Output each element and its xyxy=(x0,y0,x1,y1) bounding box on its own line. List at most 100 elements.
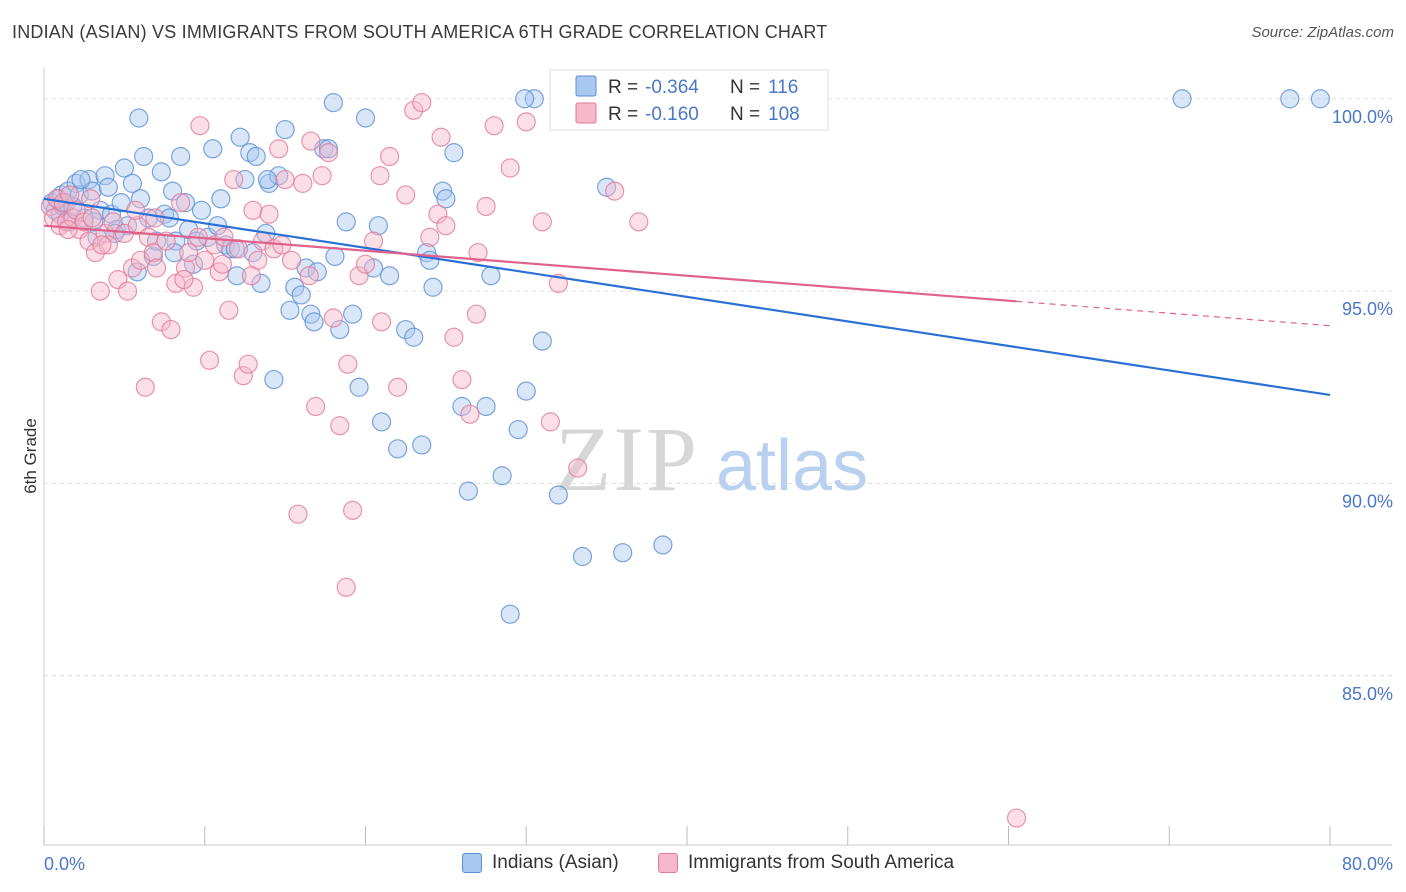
data-point xyxy=(219,300,239,320)
data-point xyxy=(323,308,343,328)
legend-label-indians: Indians (Asian) xyxy=(492,852,619,873)
data-point xyxy=(568,458,588,478)
correlation-legend: R = -0.364 N = 116 R = -0.160 N = 108 xyxy=(549,69,829,131)
data-point xyxy=(304,312,324,332)
legend-swatch-blue xyxy=(462,853,482,873)
data-point xyxy=(1172,89,1192,109)
data-point xyxy=(653,535,673,555)
data-point xyxy=(500,158,520,178)
data-point xyxy=(460,404,480,424)
data-point xyxy=(126,200,146,220)
data-point xyxy=(228,239,249,259)
data-point xyxy=(336,212,356,232)
data-point xyxy=(291,285,311,305)
trend-lines xyxy=(43,197,1331,397)
data-point xyxy=(1280,89,1300,109)
data-point xyxy=(241,266,261,286)
data-point xyxy=(259,204,279,224)
data-point xyxy=(199,350,220,370)
x-tick-label-max: 80.0% xyxy=(1342,854,1393,874)
data-point xyxy=(380,146,400,167)
data-point xyxy=(174,269,194,290)
data-point xyxy=(114,158,134,178)
data-point xyxy=(572,546,593,567)
data-point xyxy=(468,243,488,263)
data-point xyxy=(171,146,191,167)
data-point xyxy=(146,258,167,278)
legend-item-immigrants[interactable]: Immigrants from South America xyxy=(658,852,954,874)
legend-swatch xyxy=(575,75,597,97)
legend-r-label: R = xyxy=(608,77,638,98)
source-label: Source: ZipAtlas.com xyxy=(1251,24,1394,41)
data-point xyxy=(269,139,289,159)
legend-r-value: -0.364 xyxy=(645,77,699,98)
data-point xyxy=(209,262,229,282)
data-point xyxy=(203,139,223,159)
data-point xyxy=(368,216,388,236)
data-point xyxy=(540,412,560,432)
data-point xyxy=(524,89,544,109)
data-point xyxy=(325,246,345,267)
data-point xyxy=(288,504,308,524)
data-point xyxy=(257,169,278,190)
data-point xyxy=(183,277,204,297)
data-point xyxy=(204,235,224,255)
data-point xyxy=(264,369,284,390)
data-point xyxy=(299,266,319,286)
data-point xyxy=(293,173,313,193)
data-point xyxy=(452,369,472,390)
data-point xyxy=(275,119,295,140)
data-point xyxy=(466,304,487,324)
data-point xyxy=(548,485,569,505)
data-point xyxy=(492,466,512,486)
data-point xyxy=(40,196,61,217)
data-point xyxy=(338,354,358,374)
data-point xyxy=(233,366,253,386)
series-indians-asian xyxy=(42,89,1330,624)
data-point xyxy=(312,166,332,186)
data-point xyxy=(179,243,199,263)
data-point xyxy=(420,250,440,270)
data-point xyxy=(349,266,369,286)
data-point xyxy=(532,331,552,351)
data-point xyxy=(98,235,118,255)
data-point xyxy=(161,319,181,340)
data-point xyxy=(301,131,321,151)
series-immigrants-south-america xyxy=(40,93,1027,828)
y-tick-label: 100.0% xyxy=(1332,107,1393,127)
axes xyxy=(43,68,1392,846)
data-point xyxy=(433,181,453,201)
data-point xyxy=(436,189,456,209)
data-point xyxy=(98,177,118,197)
data-point xyxy=(175,193,196,213)
y-tick-label: 85.0% xyxy=(1342,684,1393,704)
data-point xyxy=(605,181,625,201)
data-point xyxy=(452,396,472,417)
data-point xyxy=(151,312,171,332)
data-point xyxy=(212,254,233,274)
data-point xyxy=(122,258,143,278)
legend-r-value: -0.160 xyxy=(645,104,699,125)
legend-item-indians[interactable]: Indians (Asian) xyxy=(462,852,619,874)
data-point xyxy=(95,166,115,186)
gridlines xyxy=(44,98,1392,677)
legend-label-immigrants: Immigrants from South America xyxy=(688,852,955,873)
data-point xyxy=(191,200,212,220)
y-tick-label: 90.0% xyxy=(1342,491,1393,511)
data-point xyxy=(122,173,143,193)
data-point xyxy=(135,377,155,397)
data-point xyxy=(516,112,536,132)
data-point xyxy=(224,169,244,190)
watermark: ZIP atlas xyxy=(555,408,868,510)
data-point xyxy=(412,93,432,113)
data-point xyxy=(476,396,496,417)
data-point xyxy=(82,208,102,228)
y-tick-label: 95.0% xyxy=(1342,299,1393,319)
data-point xyxy=(349,377,369,397)
x-tick-label-min: 0.0% xyxy=(44,854,85,874)
data-point xyxy=(444,143,464,163)
data-point xyxy=(79,231,99,251)
data-point xyxy=(243,200,263,220)
data-point xyxy=(318,143,339,163)
